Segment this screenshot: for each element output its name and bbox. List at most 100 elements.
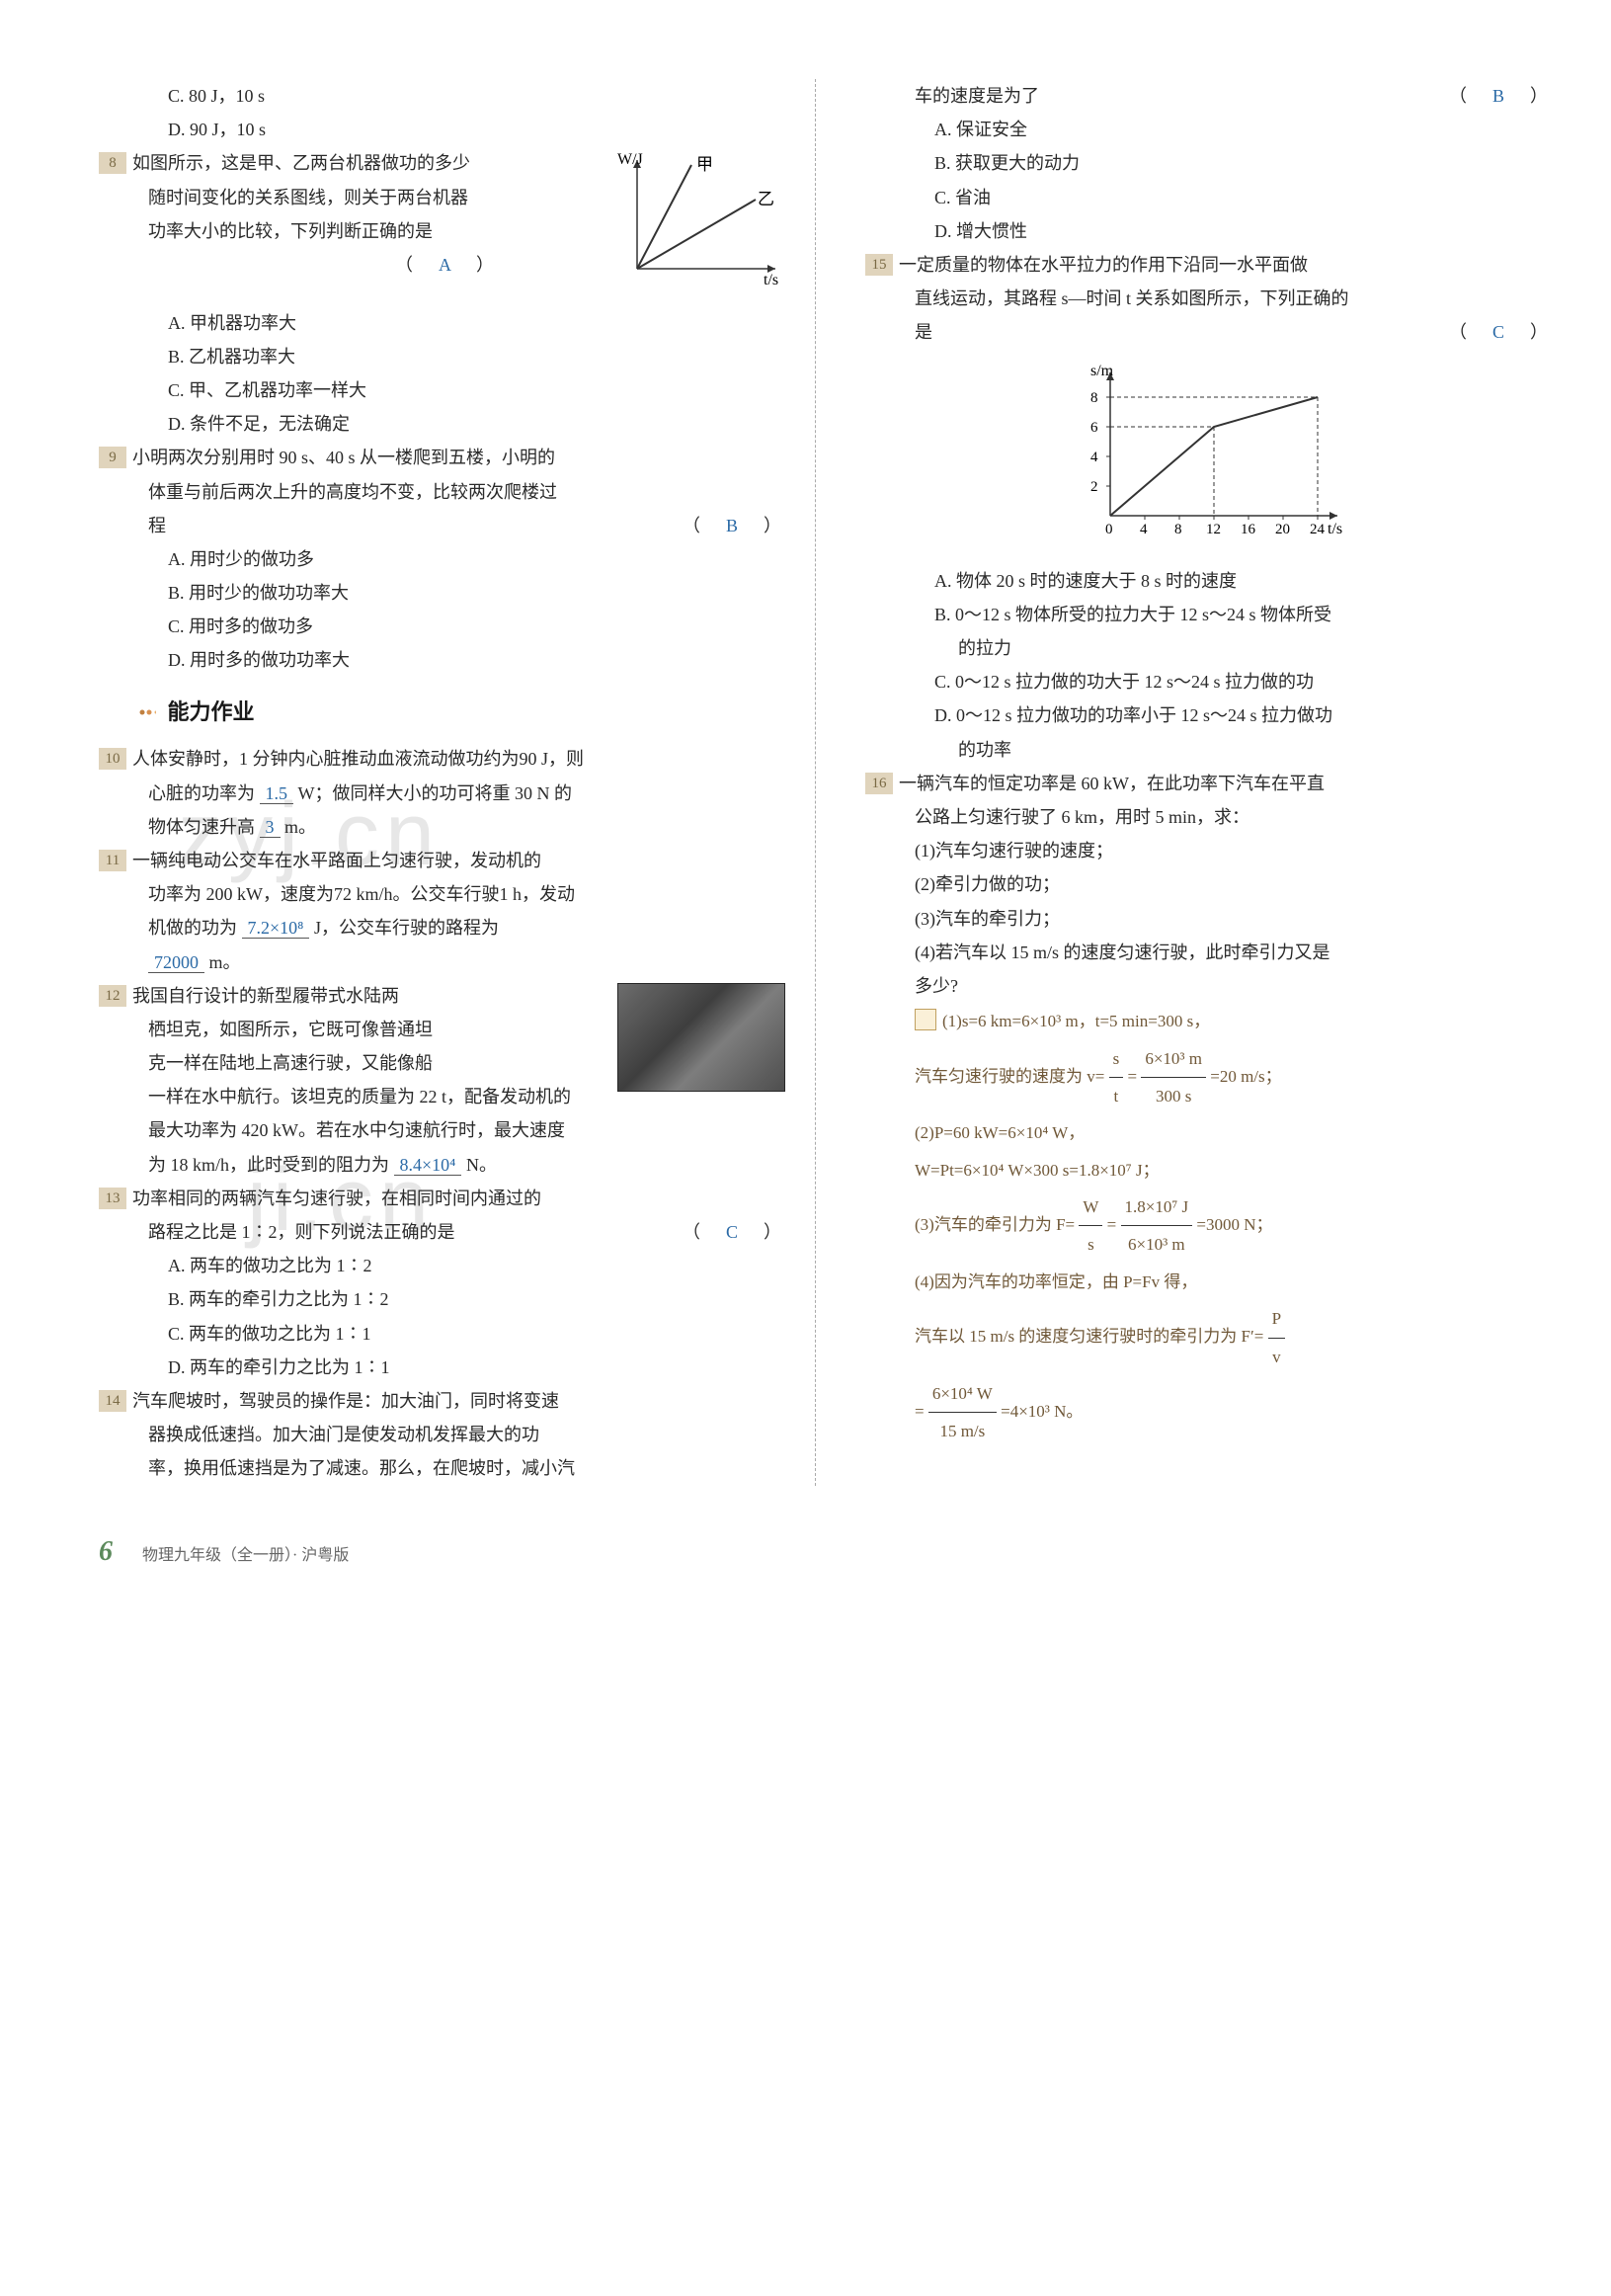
option: A. 用时少的做功多 (99, 542, 785, 576)
option: C. 两车的做功之比为 1∶1 (99, 1317, 785, 1351)
option: D. 90 J，10 s (99, 113, 785, 146)
sol-text: 汽车匀速行驶的速度为 v= (915, 1066, 1104, 1085)
blank-answer: 8.4×10⁴ (394, 1155, 462, 1176)
left-column: zyj.cn ji.cn C. 80 J，10 s D. 90 J，10 s W… (99, 79, 816, 1486)
text: 物体匀速升高 (148, 817, 255, 837)
fraction: st (1109, 1040, 1124, 1115)
sol-line: (4)因为汽车的功率恒定，由 P=Fv 得， (865, 1264, 1552, 1300)
fraction: 6×10⁴ W15 m/s (928, 1375, 997, 1450)
sol-text: =4×10³ N。 (1001, 1402, 1083, 1421)
text: 心脏的功率为 (148, 783, 255, 803)
text: m。 (284, 817, 316, 837)
blank-answer: 72000 (148, 952, 204, 973)
q9-line2: 体重与前后两次上升的高度均不变，比较两次爬楼过 (99, 475, 785, 509)
blank-answer: 1.5 (260, 783, 294, 804)
sol-text: = (1127, 1066, 1137, 1085)
q15-l2: 直线运动，其路程 s—时间 t 关系如图所示，下列正确的 (865, 282, 1552, 315)
option: A. 保证安全 (865, 113, 1552, 146)
option: B. 0～12 s 物体所受的拉力大于 12 s～24 s 物体所受 (865, 598, 1552, 631)
footer-text: 物理九年级（全一册）· 沪粤版 (142, 1541, 349, 1571)
page-footer: 6 物理九年级（全一册）· 沪粤版 (99, 1525, 1552, 1578)
option: C. 甲、乙机器功率一样大 (99, 373, 785, 407)
option: A. 两车的做功之比为 1∶2 (99, 1249, 785, 1282)
fraction: Pv (1268, 1300, 1285, 1375)
q10-line1: 人体安静时，1 分钟内心脏推动血液流动做功约为90 J，则 (132, 749, 584, 769)
option: C. 省油 (865, 181, 1552, 214)
fraction: 1.8×10⁷ J6×10³ m (1121, 1189, 1193, 1264)
dots-icon (138, 703, 156, 721)
svg-text:12: 12 (1206, 522, 1221, 537)
q15-answer: C (1492, 322, 1508, 342)
line-label-1: 甲 (696, 155, 713, 174)
question-14: 14汽车爬坡时，驾驶员的操作是：加大油门，同时将变速 器换成低速挡。加大油门是使… (99, 1384, 785, 1486)
svg-text:20: 20 (1275, 522, 1290, 537)
q16-s4b: 多少? (865, 969, 1552, 1003)
q16-s1: (1)汽车匀速行驶的速度； (865, 834, 1552, 867)
svg-text:0: 0 (1105, 522, 1113, 537)
section-title: 能力作业 (168, 699, 255, 724)
option: C. 0～12 s 拉力做的功大于 12 s～24 s 拉力做的功 (865, 665, 1552, 698)
qnum-14: 14 (99, 1390, 126, 1412)
sol-line: (2)P=60 kW=6×10⁴ W， (865, 1114, 1552, 1151)
sol-text: = (915, 1402, 925, 1421)
sol-text: =20 m/s； (1210, 1066, 1281, 1085)
q16-l1: 一辆汽车的恒定功率是 60 kW，在此功率下汽车在平直 (899, 774, 1325, 793)
q14-l3: 率，换用低速挡是为了减速。那么，在爬坡时，减小汽 (99, 1451, 785, 1485)
option: A. 甲机器功率大 (99, 306, 785, 340)
sol-text: (3)汽车的牵引力为 F= (915, 1215, 1075, 1234)
question-8: W/J t/s 甲 乙 8如图所示，这是甲、乙两台机器做功的多少 随时间变化的关… (99, 146, 785, 441)
q15-l3: 是 (915, 322, 932, 342)
option-cont: 的拉力 (865, 631, 1552, 665)
axis-y-label: s/m (1090, 363, 1114, 379)
q9-line1: 小明两次分别用时 90 s、40 s 从一楼爬到五楼，小明的 (132, 448, 555, 467)
q13-l2: 路程之比是 1∶2，则下列说法正确的是 (148, 1222, 455, 1242)
qnum-9: 9 (99, 447, 126, 468)
q8-figure: W/J t/s 甲 乙 (617, 150, 785, 299)
q12-l5: 最大功率为 420 kW。若在水中匀速航行时，最大速度 (99, 1113, 785, 1147)
q9-answer: B (726, 516, 742, 535)
q12-l1: 我国自行设计的新型履带式水陆两 (132, 986, 399, 1006)
svg-text:8: 8 (1174, 522, 1182, 537)
option: D. 两车的牵引力之比为 1∶1 (99, 1351, 785, 1384)
qnum-12: 12 (99, 985, 126, 1007)
question-11: 11一辆纯电动公交车在水平路面上匀速行驶，发动机的 功率为 200 kW，速度为… (99, 844, 785, 979)
q11-line1: 一辆纯电动公交车在水平路面上匀速行驶，发动机的 (132, 851, 541, 870)
qnum-13: 13 (99, 1188, 126, 1209)
question-10: 10人体安静时，1 分钟内心脏推动血液流动做功约为90 J，则 心脏的功率为 1… (99, 742, 785, 844)
s-t-graph: 2 4 6 8 0 4 8 12 16 20 24 (1061, 358, 1357, 545)
svg-text:4: 4 (1090, 450, 1098, 465)
option: A. 物体 20 s 时的速度大于 8 s 时的速度 (865, 564, 1552, 598)
q8-line1: 如图所示，这是甲、乙两台机器做功的多少 (132, 153, 470, 173)
qnum-8: 8 (99, 152, 126, 174)
q15-figure: 2 4 6 8 0 4 8 12 16 20 24 (865, 358, 1552, 556)
q16-s3: (3)汽车的牵引力； (865, 902, 1552, 936)
fraction: Ws (1079, 1189, 1102, 1264)
q14-l1: 汽车爬坡时，驾驶员的操作是：加大油门，同时将变速 (132, 1391, 559, 1411)
sol-text: 汽车以 15 m/s 的速度匀速行驶时的牵引力为 F′= (915, 1327, 1263, 1346)
option: D. 0～12 s 拉力做功的功率小于 12 s～24 s 拉力做功 (865, 698, 1552, 732)
question-15: 15一定质量的物体在水平拉力的作用下沿同一水平面做 直线运动，其路程 s—时间 … (865, 248, 1552, 767)
text: m。 (209, 952, 241, 972)
axis-x-label: t/s (764, 272, 778, 288)
text: N。 (466, 1155, 497, 1175)
sol-line: (1)s=6 km=6×10³ m，t=5 min=300 s， (942, 1012, 1210, 1030)
svg-text:6: 6 (1090, 420, 1098, 436)
sol-text: =3000 N； (1196, 1215, 1272, 1234)
fraction: 6×10³ m300 s (1141, 1040, 1206, 1115)
blank-answer: 7.2×10⁸ (242, 918, 310, 939)
work-time-graph: W/J t/s 甲 乙 (617, 150, 785, 288)
text: 为 18 km/h，此时受到的阻力为 (148, 1155, 389, 1175)
question-16: 16一辆汽车的恒定功率是 60 kW，在此功率下汽车在平直 公路上匀速行驶了 6… (865, 767, 1552, 1450)
option: C. 80 J，10 s (99, 79, 785, 113)
option: B. 用时少的做功功率大 (99, 576, 785, 610)
question-13: 13功率相同的两辆汽车匀速行驶，在相同时间内通过的 路程之比是 1∶2，则下列说… (99, 1182, 785, 1384)
line-label-2: 乙 (758, 190, 774, 208)
text: 机做的功为 (148, 918, 237, 938)
option-cont: 的功率 (865, 733, 1552, 767)
q14-cont: 车的速度是为了 (915, 86, 1039, 106)
answer-icon (915, 1009, 936, 1030)
qnum-16: 16 (865, 773, 893, 794)
axis-y-label: W/J (617, 151, 643, 168)
q16-s4a: (4)若汽车以 15 m/s 的速度匀速行驶，此时牵引力又是 (865, 936, 1552, 969)
q15-l1: 一定质量的物体在水平拉力的作用下沿同一水平面做 (899, 255, 1308, 275)
